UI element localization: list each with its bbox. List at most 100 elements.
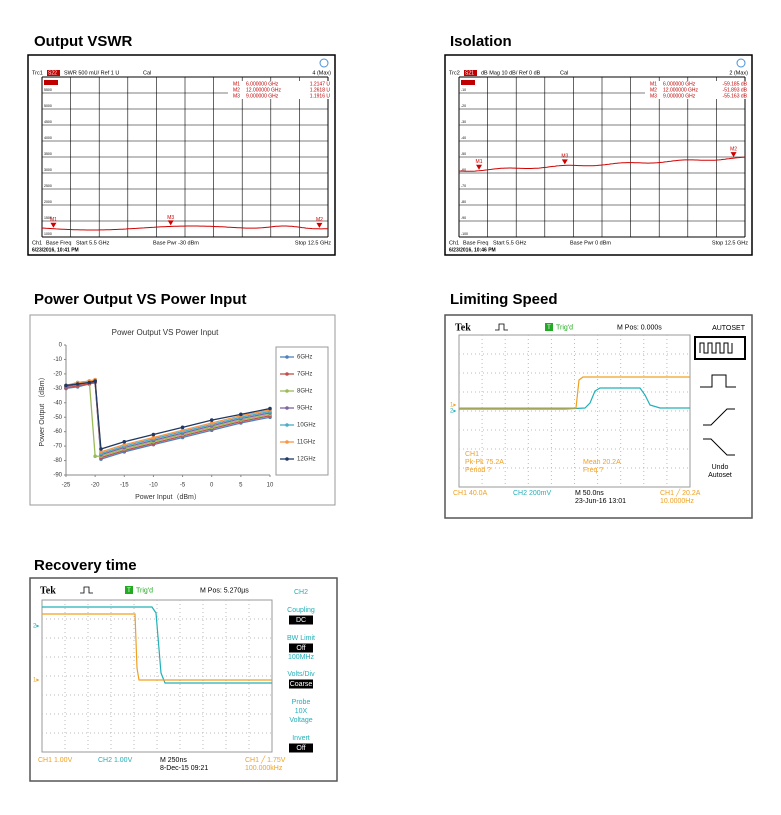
point: [209, 418, 214, 422]
trace-marker-label: M1: [476, 159, 483, 165]
y-tick-label: -80: [53, 458, 62, 464]
ref-tag: [461, 80, 475, 85]
menu-label: Autoset: [708, 472, 732, 479]
trace: [41, 225, 329, 231]
status: 10.0000Hz: [660, 498, 694, 505]
label: Start 5.5 GHz: [76, 240, 110, 246]
marker-triangle: [50, 222, 57, 228]
label: Stop 12.5 GHz: [295, 240, 331, 246]
y-tick-label: -90: [53, 473, 62, 479]
label: -60: [461, 168, 466, 172]
label: 12.000000 GHz: [663, 87, 699, 93]
menu-label: Undo: [712, 464, 729, 471]
point: [99, 450, 103, 454]
label: Start 5.5 GHz: [493, 240, 527, 246]
label: -51.893 dB: [723, 87, 748, 93]
menu-label: Coarse: [290, 681, 313, 688]
label: M Pos: 0.000s: [617, 324, 662, 331]
chart: Power Output VS Power Input 0 -10 -20 -30 -40…: [29, 314, 336, 506]
label: 2500: [44, 184, 52, 188]
label: 3500: [44, 152, 52, 156]
status: CH1 40.0A: [453, 490, 488, 497]
label: M Pos: 5.270µs: [200, 587, 249, 594]
point: [151, 432, 156, 437]
legend-label: 7GHz: [297, 372, 312, 378]
legend-label: 8GHz: [297, 389, 312, 395]
trace: [458, 156, 746, 172]
label: 4000: [44, 136, 52, 140]
label: -55.163 dB: [723, 93, 748, 99]
label: M2: [650, 87, 657, 93]
x-tick-label: -15: [120, 483, 129, 489]
pulse-icon: [495, 323, 508, 331]
legend-label: 11GHz: [297, 440, 315, 446]
icon: [700, 374, 736, 388]
label: Trc1: [32, 70, 43, 76]
channel-marker: 2▸: [450, 409, 456, 415]
menu-label: Voltage: [289, 717, 312, 724]
icon: [703, 438, 735, 456]
waveform: [42, 606, 272, 684]
section-heading: Isolation: [450, 33, 512, 50]
label: 6.000000 GHz: [246, 81, 279, 87]
marker-triangle: [167, 220, 174, 226]
x-tick-label: 10: [267, 483, 274, 489]
menu-label: Invert: [292, 735, 310, 742]
readout: CH1: [465, 451, 479, 458]
point: [122, 439, 127, 444]
y-tick-label: -40: [53, 400, 62, 406]
x-tick-label: 0: [210, 483, 214, 489]
label: S22: [48, 70, 57, 76]
trace-marker-label: M3: [561, 154, 568, 160]
point: [180, 425, 185, 430]
label: M2: [233, 87, 240, 93]
status: CH1 1.00V: [38, 757, 73, 764]
legend-swatch: [285, 406, 289, 410]
trace-tag: [464, 70, 477, 76]
label: -30: [461, 120, 466, 124]
label: Base Freq: [463, 240, 488, 246]
label: 2 (Max): [729, 70, 748, 76]
label: 6/23/2016, 10:41 PM: [32, 247, 79, 253]
menu-box: [289, 679, 313, 689]
label: 5500: [44, 88, 52, 92]
y-tick-label: -70: [53, 444, 62, 450]
menu-box: [289, 615, 313, 625]
waveform: [459, 376, 690, 409]
section-heading: Limiting Speed: [450, 291, 558, 308]
menu-label: BW Limit: [287, 635, 315, 642]
point: [209, 421, 214, 425]
label: S21: [465, 70, 474, 76]
label: Trig'd: [556, 324, 573, 331]
status: M 50.0ns: [575, 490, 604, 497]
point: [99, 447, 103, 451]
label: dB Mag 10 dB/ Ref 0 dB: [481, 70, 541, 76]
status: 100.000kHz: [245, 765, 283, 772]
y-tick-label: -30: [53, 386, 62, 392]
trace-marker-label: M2: [730, 146, 737, 152]
label: Ch1: [449, 240, 459, 246]
logo: [736, 58, 746, 68]
label: -100: [461, 232, 468, 236]
vna-screen: Trc2 S21 dB Mag 10 dB/ Ref 0 dB Cal 2 (Max) -…: [444, 54, 753, 256]
trig-box: [125, 586, 133, 594]
legend-swatch: [285, 355, 289, 359]
menu-label: DC: [296, 617, 306, 624]
label: 9.000000 GHz: [246, 93, 279, 99]
x-tick-label: -10: [149, 483, 158, 489]
label: 1500: [44, 216, 52, 220]
pulse-icon: [80, 586, 93, 594]
label: 3000: [44, 168, 52, 172]
label: Cal: [560, 70, 568, 76]
readout: Period ?: [465, 467, 491, 474]
menu-label: Coupling: [287, 607, 315, 614]
label: Trig'd: [136, 587, 153, 594]
marker-bg: [228, 81, 332, 87]
trace-marker-label: M1: [50, 217, 57, 223]
menu-box: [289, 743, 313, 753]
point: [268, 406, 272, 411]
legend-frame: [275, 346, 329, 476]
marker-triangle: [476, 164, 483, 170]
point: [239, 412, 243, 417]
menu-label: Off: [296, 745, 305, 752]
